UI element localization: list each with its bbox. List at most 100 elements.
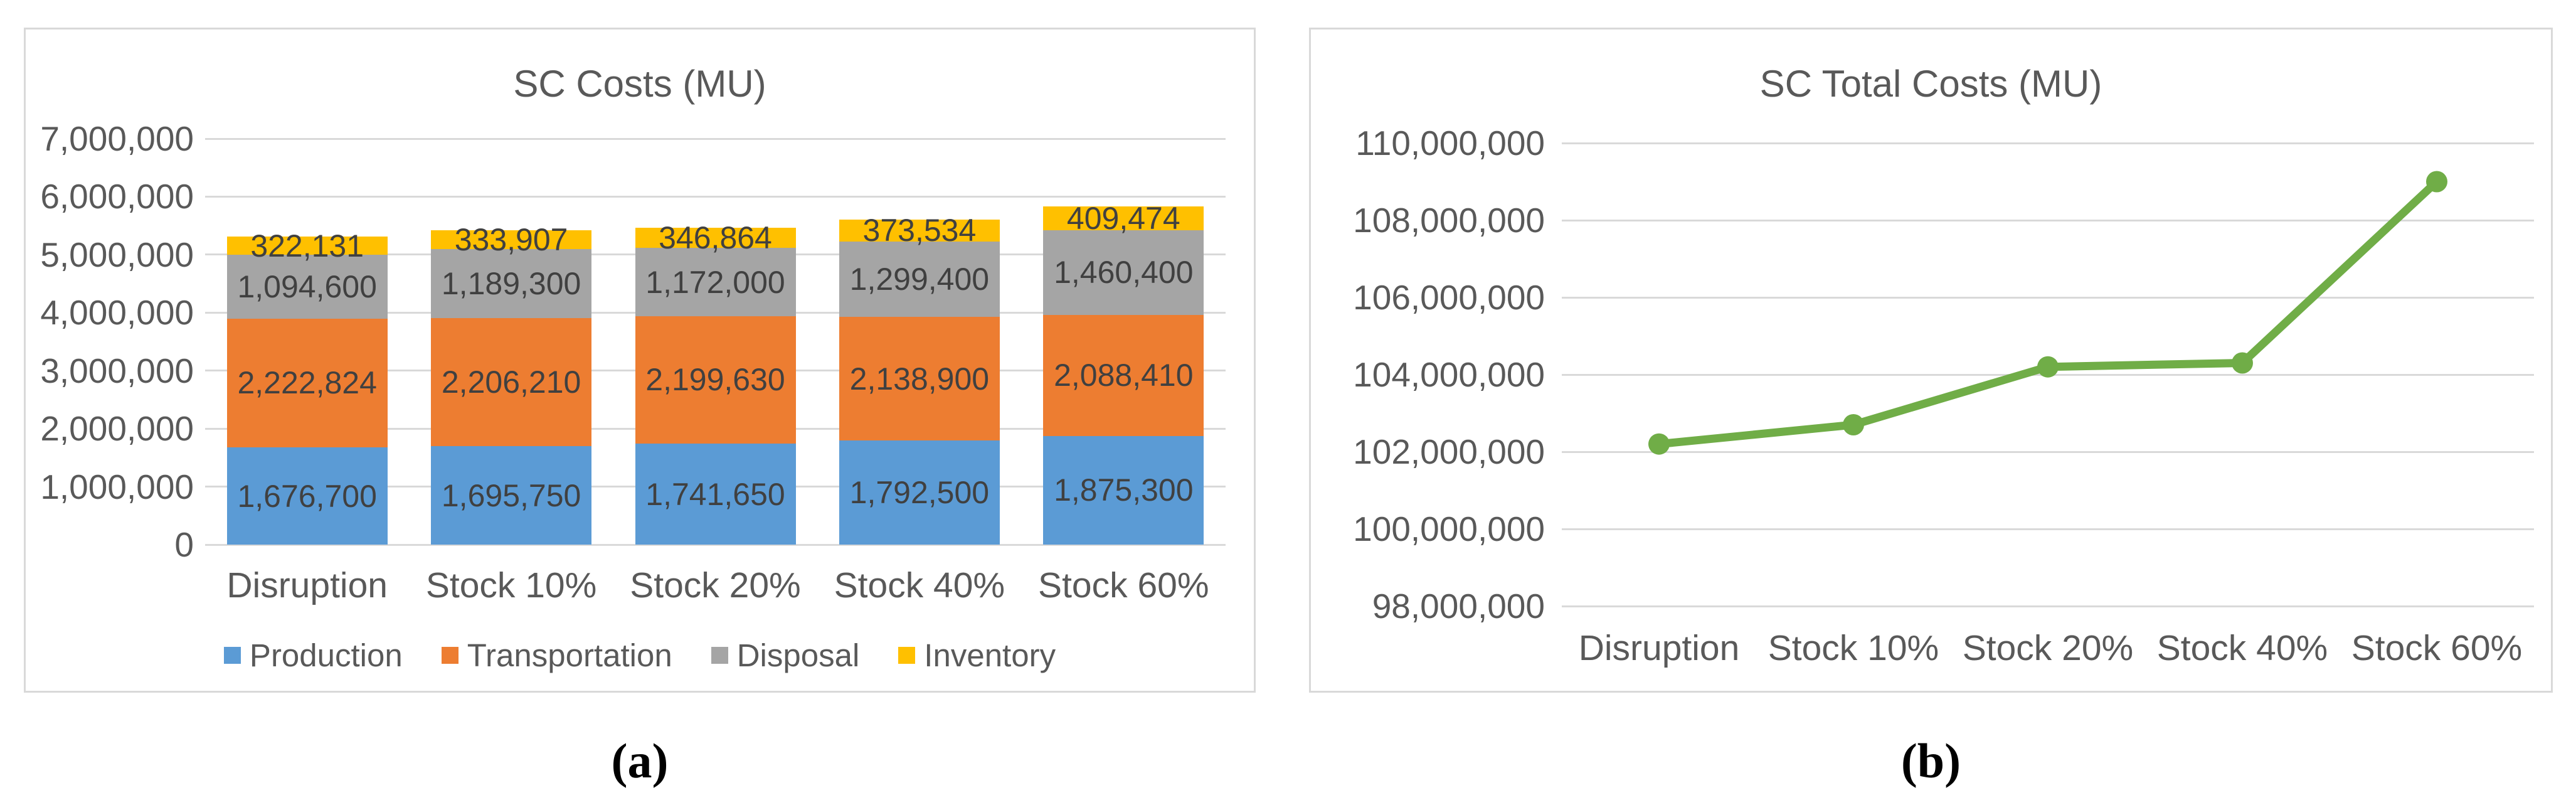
bar-value-label: 2,222,824 (237, 365, 377, 401)
chart-panel-a: SC Costs (MU) 0 1,000,000 2,000,000 3,000,0… (24, 28, 1256, 693)
y-axis-tick-label: 6,000,000 (40, 177, 194, 216)
y-axis-tick-label: 4,000,000 (40, 293, 194, 333)
bar-value-label: 1,676,700 (237, 478, 377, 514)
gridline (1562, 142, 2534, 144)
chart-b-title: SC Total Costs (MU) (1759, 63, 2102, 105)
y-axis-tick-label: 5,000,000 (40, 235, 194, 274)
legend-label: Production (249, 637, 403, 673)
y-axis-tick-label: 7,000,000 (40, 119, 194, 158)
y-axis-tick-label: 1,000,000 (40, 467, 194, 506)
data-point-stock-40 (2232, 352, 2253, 374)
bar-value-label: 1,460,400 (1054, 255, 1194, 290)
legend-label: Disposal (736, 637, 860, 673)
x-axis-category-label: Stock 10% (1768, 628, 1939, 668)
bar-segment-transportation (226, 318, 388, 448)
y-axis-tick-label: 104,000,000 (1353, 355, 1545, 394)
y-axis-tick-label: 106,000,000 (1353, 278, 1545, 317)
bar-segment-inventory (839, 220, 1000, 242)
bar-segment-inventory (431, 230, 592, 250)
legend-item-disposal: Disposal (711, 637, 860, 674)
x-axis-category-label: Disruption (226, 565, 388, 605)
bar-value-label: 1,094,600 (237, 269, 377, 304)
bar-segment-inventory (226, 236, 388, 255)
bar-value-label: 1,172,000 (645, 264, 785, 300)
bar-segment-disposal (1043, 230, 1204, 315)
x-axis-category-label: Stock 60% (1038, 565, 1209, 605)
data-point-stock-60 (2426, 171, 2447, 193)
legend-swatch-inventory (898, 647, 916, 664)
bar-value-label: 333,907 (454, 222, 568, 257)
y-axis-tick-label: 108,000,000 (1353, 201, 1545, 240)
subfigure-caption-b: (b) (1900, 733, 1961, 788)
bar-value-label: 1,695,750 (441, 477, 581, 513)
total-costs-line (1655, 178, 2441, 449)
bar-value-label: 1,792,500 (849, 475, 990, 511)
bar-segment-production (226, 447, 388, 545)
bar-segment-disposal (226, 255, 388, 319)
legend-swatch-disposal (711, 647, 728, 664)
bar-value-label: 322,131 (250, 228, 364, 264)
chart-legend: Production Transportation Disposal Inventor… (26, 637, 1254, 674)
bar-segment-disposal (635, 248, 796, 316)
bar-value-label: 1,741,650 (645, 476, 785, 512)
legend-item-transportation: Transportation (441, 637, 672, 674)
data-point-stock-10 (1843, 414, 1864, 435)
y-axis-tick-label: 100,000,000 (1353, 509, 1545, 548)
bar-segment-production (839, 440, 1000, 545)
subfigure-caption-a: (a) (611, 733, 669, 788)
x-axis-category-label: Stock 10% (425, 565, 597, 605)
x-axis-category-label: Stock 60% (2351, 628, 2523, 668)
y-axis-tick-label: 2,000,000 (40, 409, 194, 449)
gridline (1562, 296, 2534, 299)
bar-value-label: 373,534 (862, 213, 977, 248)
bar-value-label: 2,138,900 (849, 361, 990, 397)
legend-item-inventory: Inventory (898, 637, 1056, 674)
gridline (205, 543, 1226, 546)
data-point-stock-20 (2037, 356, 2059, 378)
bar-segment-transportation (635, 316, 796, 444)
total-costs-line-chart (1648, 171, 2447, 455)
gridline (1562, 219, 2534, 221)
gridline (1562, 605, 2534, 607)
bar-value-label: 409,474 (1066, 200, 1180, 236)
x-axis-category-label: Stock 40% (834, 565, 1005, 605)
bar-value-label: 1,299,400 (849, 261, 990, 297)
legend-swatch-transportation (441, 647, 458, 664)
legend-label: Transportation (467, 637, 672, 673)
legend-label: Inventory (924, 637, 1056, 673)
y-axis-tick-label: 110,000,000 (1355, 124, 1545, 163)
bar-segment-transportation (839, 316, 1000, 441)
chart-panel-b: SC Total Costs (MU) 98,000,000 100,000,00… (1309, 28, 2553, 693)
bar-segment-production (1043, 435, 1204, 545)
bar-segment-disposal (839, 241, 1000, 317)
y-axis-tick-label: 102,000,000 (1353, 432, 1545, 471)
bar-segment-transportation (1043, 314, 1204, 436)
bar-segment-inventory (635, 228, 796, 248)
gridline (1562, 528, 2534, 530)
bar-segment-transportation (431, 318, 592, 447)
gridline (1562, 450, 2534, 453)
bar-segment-disposal (431, 249, 592, 319)
x-axis-category-label: Stock 40% (2156, 628, 2328, 668)
bar-value-label: 1,875,300 (1054, 472, 1194, 508)
y-axis-tick-label: 3,000,000 (40, 351, 194, 390)
legend-item-production: Production (223, 637, 403, 674)
y-axis-tick-label: 0 (174, 525, 194, 564)
bar-value-label: 1,189,300 (441, 266, 581, 302)
x-axis-category-label: Disruption (1578, 628, 1740, 668)
bar-plot-area: 0 1,000,000 2,000,000 3,000,000 4,000,000 5,0… (26, 29, 1254, 691)
x-axis-category-label: Stock 20% (630, 565, 801, 605)
bar-value-label: 346,864 (659, 220, 772, 256)
bar-value-label: 2,206,210 (441, 365, 581, 400)
y-axis-tick-label: 98,000,000 (1372, 587, 1545, 626)
bar-value-label: 2,199,630 (645, 362, 785, 398)
chart-a-title: SC Costs (MU) (513, 63, 766, 105)
bar-segment-inventory (1043, 206, 1204, 230)
gridline (205, 195, 1226, 198)
legend-swatch-production (223, 647, 241, 664)
bar-segment-production (431, 446, 592, 545)
line-plot-area: 98,000,000 100,000,000 102,000,000 104,000,… (1311, 29, 2551, 691)
gridline (205, 137, 1226, 140)
bar-value-label: 2,088,410 (1054, 358, 1194, 393)
